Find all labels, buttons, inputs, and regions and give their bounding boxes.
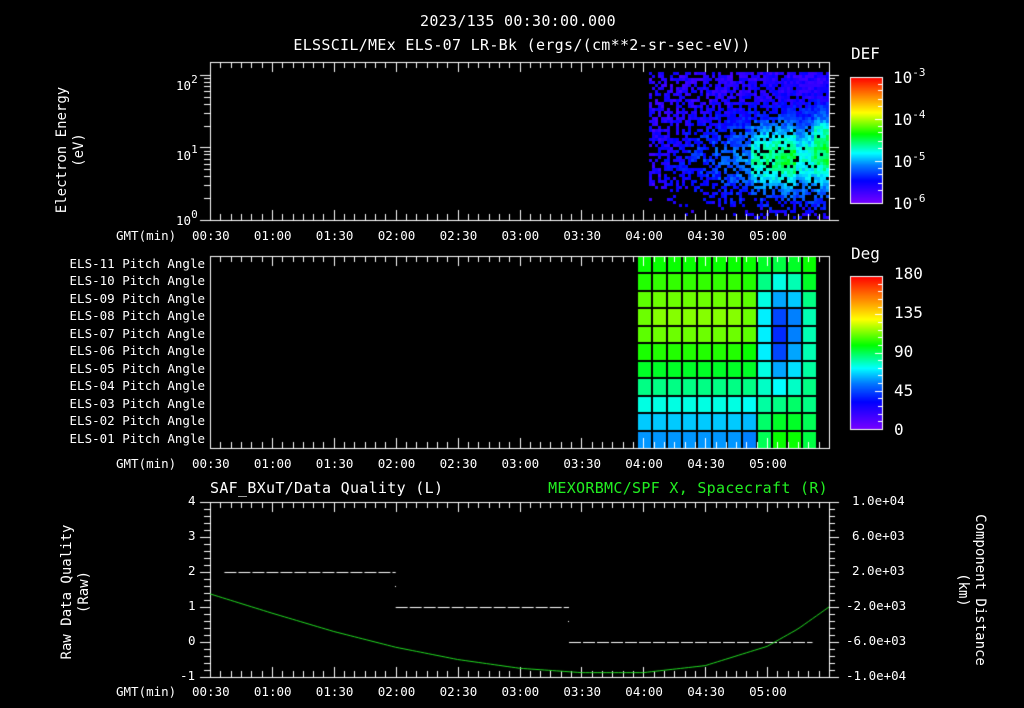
deg-colorbar-tick-0: 0 [894,420,904,439]
time-tick-label: 01:30 [315,228,354,243]
distance-ylabel-line2: (km) [955,573,971,607]
time-tick-label: 01:00 [253,456,292,471]
deg-colorbar-tick-45: 45 [894,381,914,400]
def-colorbar-tick-1e-4: 10-4 [893,108,926,129]
pitch-row-label: ELS-04 Pitch Angle [69,378,205,394]
def-colorbar-tick-1e-5: 10-5 [893,150,926,171]
energy-ylabel: Electron Energy (eV) [54,70,90,230]
time-tick-label: 03:00 [501,684,540,699]
time-tick-label: 05:00 [749,684,787,699]
deg-colorbar-tick-180: 180 [894,264,923,283]
time-tick-label: 00:30 [192,456,230,471]
quality-ytick-label: 2 [188,563,196,578]
time-axis-bottom: GMT(min) 00:30 01:00 01:30 02:00 02:30 03:00 03… [0,684,1024,700]
quality-ytick-label: 1 [188,598,196,613]
time-tick-label: 03:30 [563,684,602,699]
pitch-row-label: ELS-11 Pitch Angle [69,256,205,271]
distance-ytick-label: -2.0e+03 [846,598,907,613]
time-tick-label: 04:00 [625,684,663,699]
time-tick-label: 02:00 [377,684,416,699]
quality-ytick-label: 0 [188,633,196,648]
time-tick-label: 02:30 [439,684,478,699]
pitch-row-label: ELS-02 Pitch Angle [69,413,205,429]
pitch-row-label: ELS-01 Pitch Angle [69,430,205,446]
pitch-row-label: ELS-10 Pitch Angle [69,273,205,289]
time-tick-label: 02:30 [439,456,478,471]
pitch-row-label: ELS-05 Pitch Angle [69,360,205,376]
time-tick-label: 03:30 [563,228,602,243]
distance-ylabel-line1: Component Distance [972,514,988,666]
distance-ytick-label: 6.0e+03 [852,528,905,543]
time-tick-label: 04:00 [625,228,663,243]
energy-ytick-1: 100 [176,208,198,228]
quality-ytick-label: 3 [188,528,196,543]
quality-title: SAF_BXuT/Data Quality (L) [210,479,444,497]
orbit-title: MEXORBMC/SPF X, Spacecraft (R) [548,479,828,497]
time-axis-pitch: GMT(min) 00:30 01:00 01:30 02:00 02:30 03:00 03… [0,456,1024,472]
pitch-row-label: ELS-09 Pitch Angle [69,290,205,306]
pitch-row-label: ELS-07 Pitch Angle [69,325,205,341]
def-colorbar-tick-1e-6: 10-6 [893,192,926,213]
deg-colorbar-tick-90: 90 [894,342,914,361]
time-axis-energy: GMT(min) 00:30 01:00 01:30 02:00 02:30 03:00 03… [0,228,1024,244]
quality-ylabel-line2: (Raw) [76,570,92,614]
distance-ytick-label: -6.0e+03 [846,633,907,648]
time-axis-label: GMT(min) [116,684,177,699]
distance-ytick-label: 1.0e+04 [852,493,905,508]
plot-timestamp: 2023/135 00:30:00.000 [420,12,616,30]
pitch-row-label: ELS-03 Pitch Angle [69,395,205,411]
pitch-row-label: ELS-08 Pitch Angle [69,308,205,324]
energy-ytick-100: 102 [176,73,198,93]
deg-colorbar-title: Deg [851,244,880,263]
time-axis-label: GMT(min) [116,228,177,243]
time-tick-label: 04:30 [687,456,725,471]
deg-colorbar-tick-135: 135 [894,303,923,322]
time-tick-label: 00:30 [192,228,230,243]
time-tick-label: 01:30 [315,684,354,699]
energy-ylabel-line2: (eV) [71,133,87,167]
time-tick-label: 05:00 [749,228,787,243]
distance-ylabel: Component Distance (km) [952,500,988,680]
time-tick-label: 02:00 [377,228,416,243]
distance-ytick-label: 2.0e+03 [852,563,905,578]
pitch-row-label: ELS-06 Pitch Angle [69,343,205,359]
time-tick-label: 02:30 [439,228,478,243]
quality-ytick-label: -1 [180,668,196,683]
time-tick-label: 03:00 [501,228,540,243]
plot-subtitle: ELSSCIL/MEx ELS-07 LR-Bk (ergs/(cm**2-sr… [293,36,751,54]
time-tick-label: 02:00 [377,456,416,471]
quality-ytick-label: 4 [188,493,196,508]
def-colorbar-title: DEF [851,44,880,63]
time-tick-label: 03:00 [501,456,540,471]
time-tick-label: 01:00 [253,228,292,243]
time-tick-label: 01:30 [315,456,354,471]
quality-ylabel-line1: Raw Data Quality [59,524,75,660]
time-tick-label: 04:00 [625,456,663,471]
time-axis-label: GMT(min) [116,456,177,471]
time-tick-label: 00:30 [192,684,230,699]
time-tick-label: 01:00 [253,684,292,699]
time-tick-label: 05:00 [749,456,787,471]
energy-ylabel-line1: Electron Energy [54,86,70,214]
time-tick-label: 03:30 [563,456,602,471]
quality-ylabel: Raw Data Quality (Raw) [59,517,95,667]
def-colorbar-tick-1e-3: 10-3 [893,66,926,87]
time-tick-label: 04:30 [687,684,725,699]
energy-ytick-10: 101 [176,143,198,163]
distance-ytick-label: -1.0e+04 [846,668,907,683]
time-tick-label: 04:30 [687,228,725,243]
